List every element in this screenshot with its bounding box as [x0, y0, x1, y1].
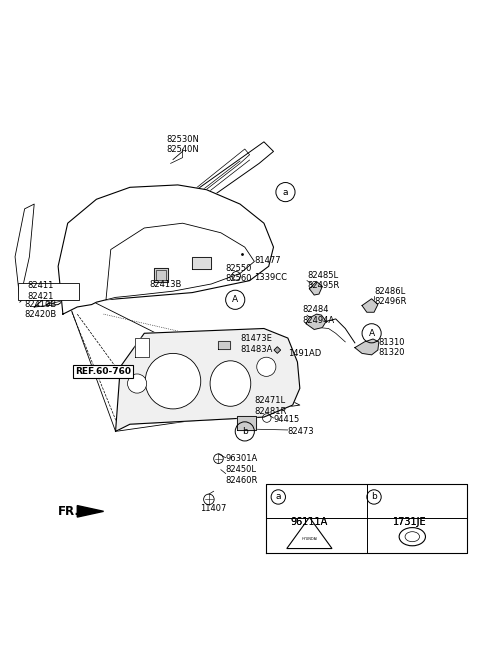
Text: b: b: [371, 493, 377, 501]
Text: 82413B: 82413B: [149, 280, 181, 289]
Ellipse shape: [405, 532, 420, 542]
Ellipse shape: [399, 528, 425, 546]
Text: 11407: 11407: [201, 504, 227, 513]
Circle shape: [145, 353, 201, 409]
Text: REF.60-760: REF.60-760: [75, 367, 131, 376]
Text: A: A: [232, 295, 238, 304]
Polygon shape: [192, 257, 211, 269]
Text: 82484
82494A: 82484 82494A: [302, 306, 335, 325]
Polygon shape: [58, 185, 274, 314]
Text: 82530N
82540N: 82530N 82540N: [166, 135, 199, 154]
Text: 82473: 82473: [288, 427, 314, 436]
Text: 82550
82560: 82550 82560: [226, 263, 252, 283]
Polygon shape: [154, 267, 168, 282]
Polygon shape: [355, 339, 379, 355]
Text: 81473E
81483A: 81473E 81483A: [240, 334, 272, 353]
Polygon shape: [237, 416, 256, 430]
Text: a: a: [276, 493, 281, 501]
Text: HYUNDAI: HYUNDAI: [301, 537, 317, 541]
Text: 96111A: 96111A: [291, 517, 328, 527]
Text: 81477: 81477: [254, 256, 281, 265]
Text: 1731JE: 1731JE: [393, 517, 427, 527]
Text: 1339CC: 1339CC: [254, 273, 288, 282]
Polygon shape: [310, 282, 323, 295]
Polygon shape: [34, 142, 274, 307]
Text: 82471L
82481R: 82471L 82481R: [254, 396, 287, 416]
Polygon shape: [218, 342, 230, 349]
Text: 82450L
82460R: 82450L 82460R: [226, 465, 258, 485]
Text: a: a: [283, 188, 288, 196]
Text: 82411
82421: 82411 82421: [27, 281, 53, 301]
Text: 94415: 94415: [274, 415, 300, 424]
Text: 82486L
82496R: 82486L 82496R: [374, 286, 407, 306]
FancyBboxPatch shape: [18, 283, 79, 300]
Polygon shape: [287, 517, 332, 549]
Text: b: b: [242, 427, 248, 436]
Text: 82410B
82420B: 82410B 82420B: [24, 300, 57, 319]
Polygon shape: [15, 204, 34, 300]
Polygon shape: [362, 299, 378, 312]
Text: 1491AD: 1491AD: [288, 350, 321, 358]
Text: 96111A: 96111A: [291, 517, 328, 527]
Polygon shape: [116, 328, 300, 432]
Polygon shape: [106, 223, 254, 300]
Text: 81310
81320: 81310 81320: [379, 338, 405, 357]
Text: 96301A: 96301A: [226, 454, 258, 463]
Text: A: A: [369, 328, 375, 338]
Polygon shape: [306, 314, 326, 329]
Text: 1731JE: 1731JE: [393, 517, 427, 527]
Text: 82485L
82495R: 82485L 82495R: [307, 271, 339, 290]
Circle shape: [128, 374, 147, 393]
Polygon shape: [135, 338, 149, 357]
Ellipse shape: [210, 361, 251, 406]
Polygon shape: [77, 506, 104, 517]
Text: FR.: FR.: [58, 505, 80, 518]
Polygon shape: [274, 347, 281, 353]
Circle shape: [257, 357, 276, 376]
